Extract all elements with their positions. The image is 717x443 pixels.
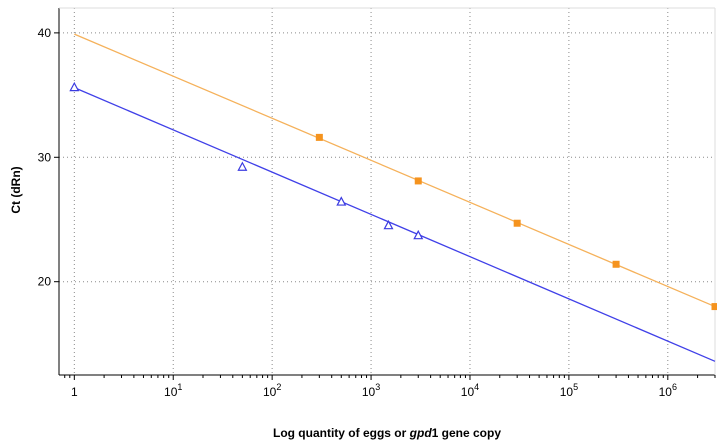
x-tick-label: 1 — [71, 385, 78, 399]
y-tick-label: 40 — [38, 26, 52, 40]
series-1-point — [315, 133, 323, 141]
series-2-point — [383, 219, 394, 230]
y-tick-label: 20 — [38, 275, 52, 289]
series-2-fit-line — [74, 87, 716, 362]
series-1-point — [513, 219, 521, 227]
series-2-point — [69, 81, 80, 92]
series-2-point — [336, 196, 347, 206]
series-2-point — [413, 229, 424, 240]
y-tick-label: 30 — [38, 150, 52, 164]
series-1-point — [414, 177, 422, 185]
x-tick-labels: 1 101 102 103 104 105 106 — [71, 382, 677, 399]
plot-area — [59, 8, 715, 375]
x-axis-label: Log quantity of eggs or gpd1 gene copy — [273, 426, 501, 440]
series-1-point — [612, 260, 620, 268]
series-1-fit-line — [74, 33, 716, 308]
data-points — [69, 81, 717, 311]
grid — [59, 8, 715, 375]
series-1-point — [711, 303, 717, 311]
fit-lines — [74, 33, 716, 362]
axes — [54, 7, 716, 380]
x-tick-label: 106 — [659, 382, 677, 399]
series-2-point — [237, 161, 248, 171]
x-tick-label: 105 — [560, 382, 578, 399]
x-tick-label: 104 — [461, 382, 479, 399]
y-axis-label: Ct (dRn) — [9, 166, 23, 213]
x-tick-label: 102 — [263, 382, 281, 399]
x-tick-label: 103 — [362, 382, 380, 399]
y-tick-labels: 20 30 40 — [38, 26, 52, 289]
x-tick-label: 101 — [164, 382, 182, 399]
